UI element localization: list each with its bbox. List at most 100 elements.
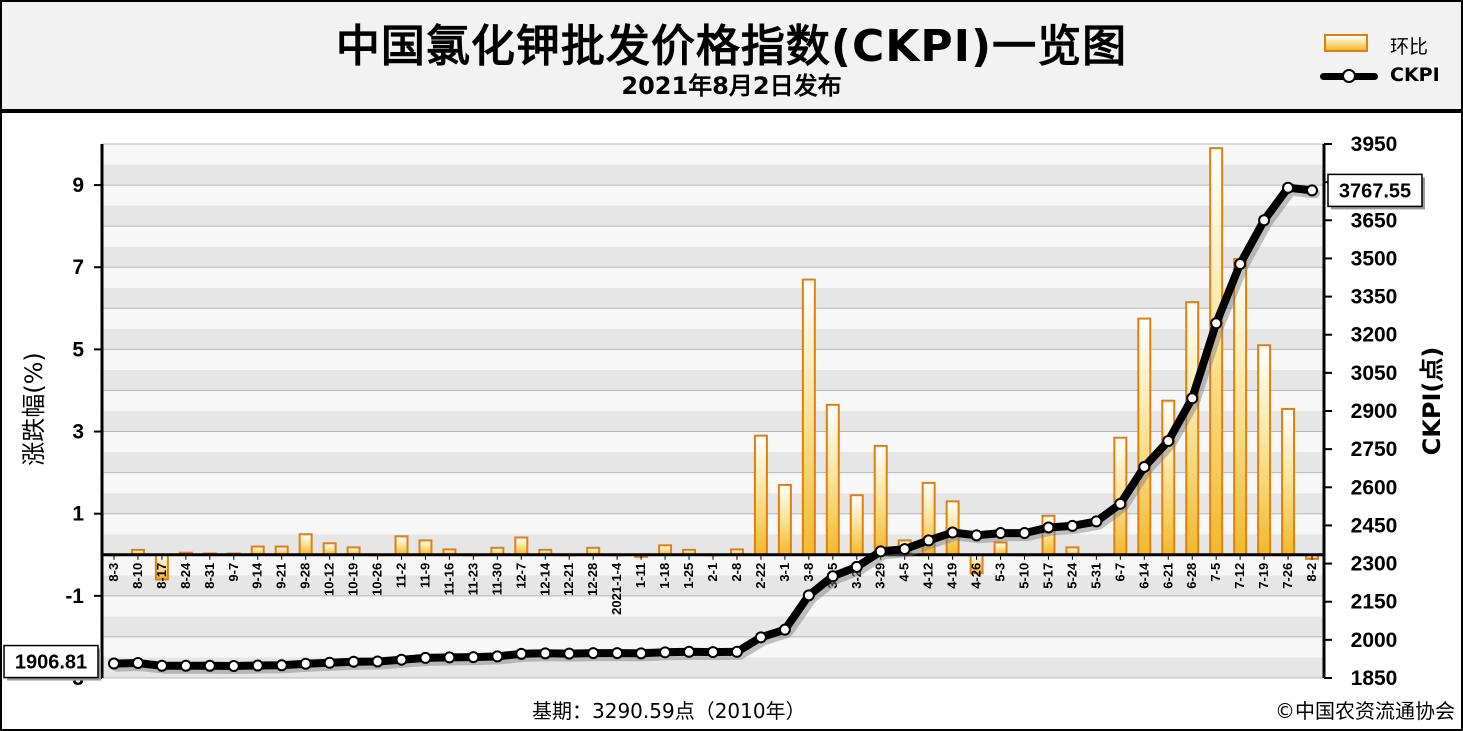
ckpi-point <box>443 651 456 664</box>
x-tick-label: 4-26 <box>969 563 984 589</box>
bar-ringbi <box>514 536 529 556</box>
x-tick-label: 9-14 <box>250 562 265 589</box>
grid-band <box>102 308 1324 329</box>
start-value-label-box <box>3 644 99 679</box>
bar-ringbi <box>801 278 816 556</box>
bar-ringbi <box>1137 317 1152 556</box>
grid-band <box>102 595 1324 617</box>
ckpi-point <box>347 655 360 668</box>
y-left-tick-label: -1 <box>65 585 84 608</box>
bar-ringbi <box>777 483 792 556</box>
grid-band <box>102 513 1324 535</box>
legend-line-marker <box>1342 69 1356 83</box>
x-tick-label: 5-17 <box>1040 563 1055 589</box>
bar-ringbi <box>1281 407 1296 556</box>
ckpi-point <box>587 647 600 660</box>
ckpi-point <box>826 570 839 583</box>
y-left-tick-label: 3 <box>72 421 84 444</box>
bar-ringbi <box>1161 399 1176 556</box>
ckpi-point <box>323 656 336 669</box>
ckpi-point <box>371 655 384 668</box>
y-right-tick-label: 2450 <box>1351 514 1398 537</box>
ckpi-point <box>467 651 480 664</box>
ckpi-point <box>611 647 624 660</box>
x-tick-label: 8-10 <box>130 563 145 589</box>
y-right-tick-label: 2900 <box>1351 400 1398 423</box>
x-tick-label: 2-22 <box>753 563 768 589</box>
x-tick-label: 11-23 <box>465 563 480 596</box>
ckpi-point <box>1114 497 1127 510</box>
grid-band <box>102 144 1324 165</box>
x-tick-label: 10-19 <box>346 563 361 596</box>
ckpi-point <box>155 659 168 672</box>
ckpi-point <box>539 647 552 660</box>
x-tick-label: 6-7 <box>1112 563 1127 582</box>
x-tick-label: 7-26 <box>1280 563 1295 589</box>
x-tick-label: 9-28 <box>298 563 313 589</box>
ckpi-point <box>635 647 648 660</box>
ckpi-point <box>419 651 432 664</box>
ckpi-point <box>299 657 312 670</box>
ckpi-point <box>1258 214 1271 227</box>
legend: 环比 CKPI <box>1320 30 1460 102</box>
bar-ringbi <box>849 494 864 556</box>
bar-ringbi <box>1233 258 1248 556</box>
ckpi-point <box>1162 435 1175 448</box>
x-tick-label: 6-14 <box>1136 562 1151 589</box>
x-tick-label: 12-28 <box>585 563 600 596</box>
ckpi-point <box>778 623 791 636</box>
y-right-tick-label: 3350 <box>1351 286 1398 309</box>
x-tick-label: 5-31 <box>1088 563 1103 589</box>
grid-band <box>102 493 1324 514</box>
x-tick-label: 12-7 <box>513 563 528 589</box>
bar-ringbi <box>873 444 888 556</box>
ckpi-point <box>515 647 528 660</box>
legend-bar-label: 环比 <box>1390 36 1429 58</box>
y-left-tick-label: 7 <box>72 256 84 279</box>
copyright-note: ©中国农资流通协会 <box>1275 699 1455 723</box>
x-tick-label: 11-30 <box>489 563 504 596</box>
grid-band <box>102 411 1324 432</box>
ckpi-point <box>563 647 576 660</box>
x-tick-label: 11-2 <box>394 563 409 588</box>
ckpi-point <box>898 543 911 556</box>
grid-band <box>102 328 1324 350</box>
bar-ringbi <box>1185 301 1200 556</box>
x-tick-label: 2-8 <box>729 563 744 582</box>
x-tick-label: 7-19 <box>1256 563 1271 589</box>
chart-title: 中国氯化钾批发价格指数(CKPI)一览图 <box>335 21 1128 72</box>
grid-band <box>102 349 1324 370</box>
x-tick-label: 8-3 <box>106 563 121 582</box>
y-left-tick-label: 5 <box>72 338 84 361</box>
ckpi-point <box>107 657 120 670</box>
ckpi-point <box>1210 317 1223 330</box>
x-tick-label: 8-2 <box>1304 563 1319 582</box>
y-right-tick-label: 3050 <box>1351 362 1398 385</box>
ckpi-point <box>395 653 408 666</box>
y-right-tick-label: 2750 <box>1351 438 1398 461</box>
grid-band <box>102 554 1324 576</box>
x-tick-label: 12-14 <box>537 562 552 596</box>
grid-band <box>102 369 1324 391</box>
bar-ringbi <box>394 535 409 556</box>
ckpi-point <box>275 659 288 672</box>
ckpi-point <box>131 656 144 669</box>
bar-ringbi <box>322 542 337 556</box>
grid-band <box>102 226 1324 247</box>
ckpi-point <box>491 650 504 663</box>
ckpi-point <box>251 659 264 672</box>
grid-band <box>102 452 1324 473</box>
ckpi-point <box>802 589 815 602</box>
x-tick-label: 10-26 <box>370 563 385 596</box>
ckpi-point <box>850 560 863 573</box>
x-tick-label: 1-25 <box>681 563 696 589</box>
ckpi-point <box>1186 392 1199 405</box>
x-tick-label: 7-12 <box>1232 563 1247 589</box>
y-right-tick-label: 3500 <box>1351 247 1398 270</box>
ckpi-point <box>179 659 192 672</box>
y-right-tick-label: 2000 <box>1351 629 1398 652</box>
x-tick-label: 2021-1-4 <box>609 562 624 615</box>
legend-line-label: CKPI <box>1390 64 1440 86</box>
x-tick-label: 8-31 <box>202 563 217 589</box>
grid-band <box>102 287 1324 309</box>
